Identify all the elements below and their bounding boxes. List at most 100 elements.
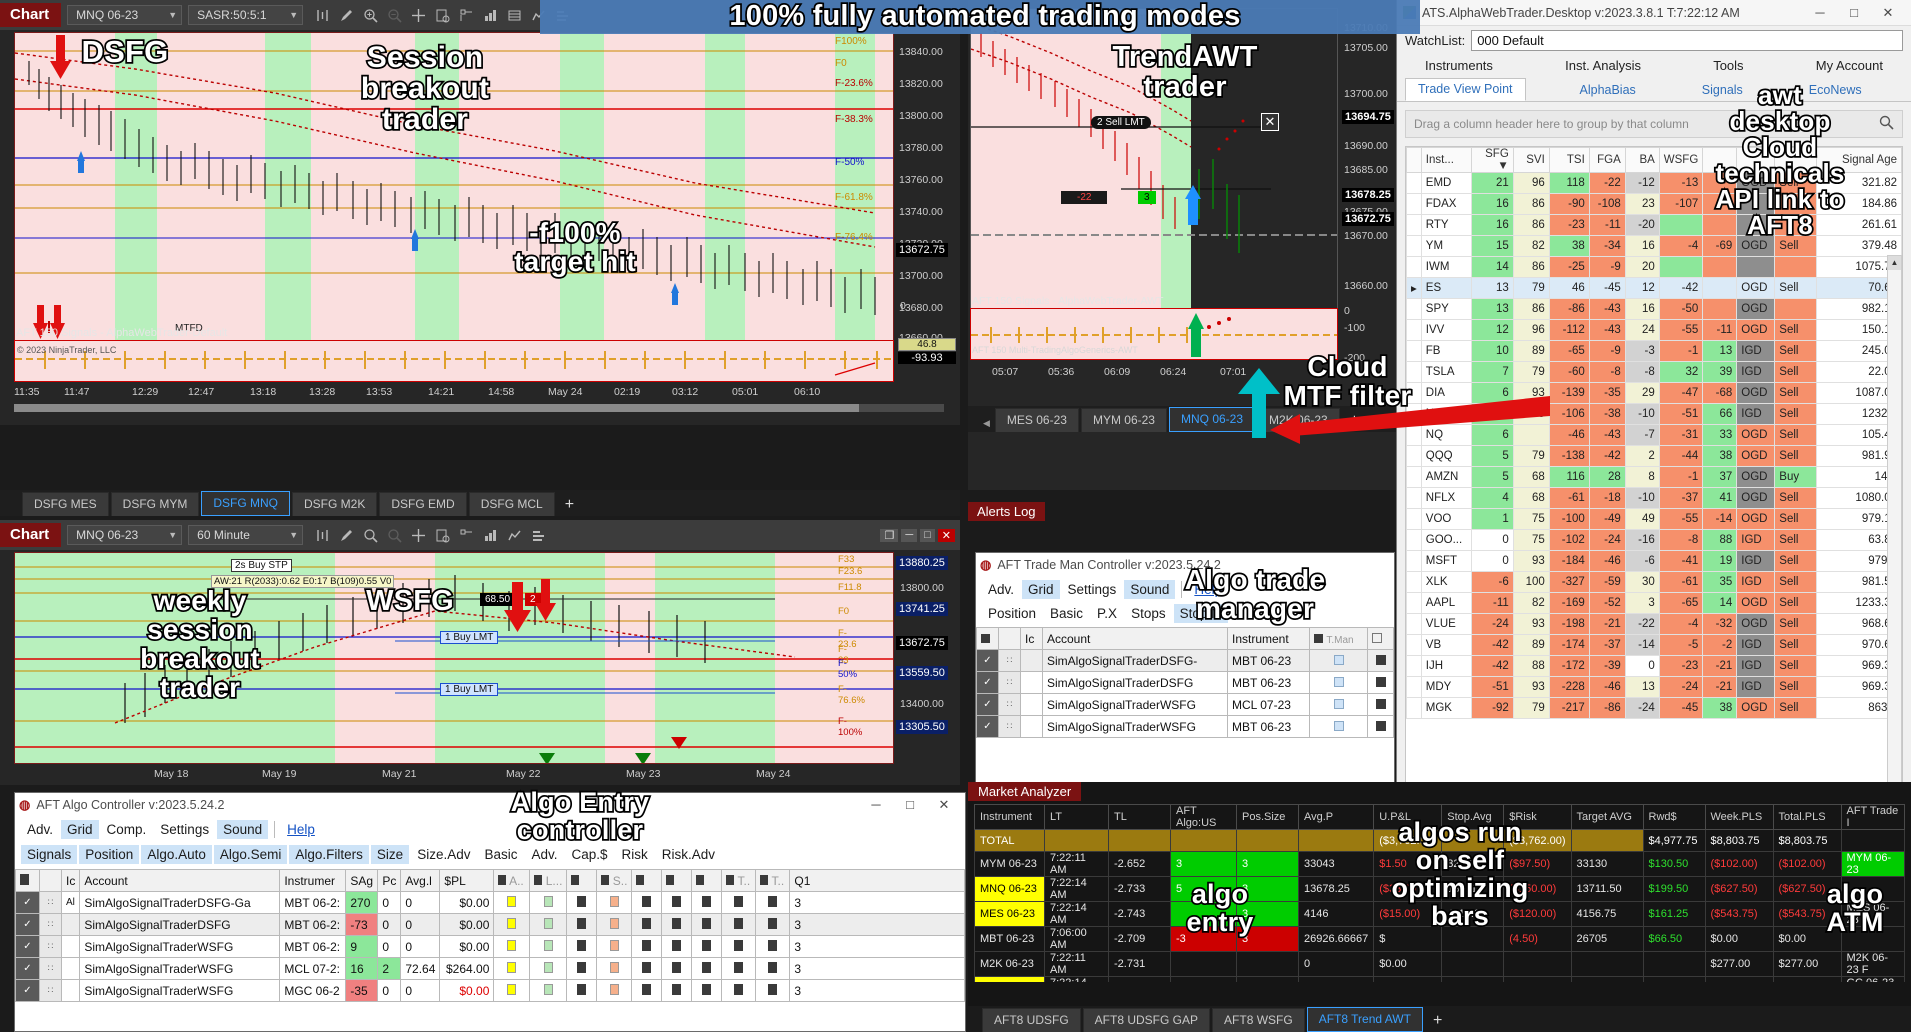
col-c2[interactable] bbox=[631, 869, 663, 892]
col-pc[interactable]: Pc bbox=[377, 869, 402, 892]
menu-stops[interactable]: Stops bbox=[1131, 605, 1166, 621]
table-row[interactable]: AAPL -11 82 -169 -52 3 -65 14 OGD Sell 1233.38 bbox=[1406, 592, 1902, 614]
tab-trade-view-point[interactable]: Trade View Point bbox=[1405, 78, 1526, 101]
cell-c2[interactable] bbox=[631, 935, 663, 958]
col-upl[interactable]: U.P&L bbox=[1373, 804, 1443, 830]
cell-extra[interactable] bbox=[1367, 715, 1394, 738]
cell-extra[interactable] bbox=[1367, 671, 1394, 694]
data-series-icon[interactable] bbox=[315, 528, 330, 543]
tab-mnq-06-23[interactable]: MNQ 06-23 bbox=[1168, 407, 1256, 432]
row-checkbox[interactable]: ✓ bbox=[976, 715, 999, 738]
table-row[interactable]: ✓ ∷ SimAlgoSignalTraderDSFG- MBT 06-23 bbox=[976, 649, 1394, 672]
table-row[interactable]: DIA 6 93 -139 -35 29 -47 -68 OGD Sell 1087.07 bbox=[1406, 382, 1902, 404]
cell-c3[interactable] bbox=[661, 957, 693, 980]
menu-grid[interactable]: Grid bbox=[1022, 579, 1060, 599]
row-drag-handle[interactable]: ∷ bbox=[998, 649, 1021, 672]
bar-chart-icon[interactable] bbox=[483, 8, 498, 23]
table-row[interactable]: TSLA 7 79 -60 -8 -8 32 39 IGD Sell 22.05 bbox=[1406, 361, 1902, 383]
tab-dsfg-mes[interactable]: DSFG MES bbox=[22, 492, 109, 516]
row-checkbox[interactable]: ✓ bbox=[15, 979, 40, 1002]
row-checkbox[interactable]: ✓ bbox=[15, 935, 40, 958]
tab-mym-06-23[interactable]: MYM 06-23 bbox=[1080, 408, 1167, 432]
table-row[interactable]: NQ 6 -46 -43 -7 -31 33 OGD Sell 105.49 bbox=[1406, 424, 1902, 446]
cell-t1[interactable] bbox=[721, 913, 757, 936]
col-tsi[interactable]: TSI bbox=[1548, 147, 1590, 173]
scroll-up-arrow[interactable]: ▲ bbox=[1888, 256, 1901, 270]
maximize-icon[interactable]: □ bbox=[906, 797, 914, 812]
col-ba[interactable]: BA bbox=[1624, 147, 1660, 173]
table-row[interactable]: MBT 06-23 7:06:00 AM -2.709 -3 3 26926.66667 $… bbox=[974, 926, 1905, 952]
order-flow-icon[interactable] bbox=[459, 528, 474, 543]
menu-cap[interactable]: Cap.$ bbox=[571, 846, 608, 862]
cell-extra[interactable] bbox=[1367, 649, 1394, 672]
col-tl[interactable]: TL bbox=[1108, 804, 1171, 830]
chart1-plot[interactable]: MTFD bbox=[14, 32, 894, 362]
table-row[interactable]: IWM 14 86 -25 -9 20 1075.76 bbox=[1406, 256, 1902, 278]
cell-c4[interactable] bbox=[691, 913, 723, 936]
minimize-icon[interactable]: ─ bbox=[871, 797, 881, 812]
crosshair-icon[interactable] bbox=[411, 8, 426, 23]
cell-c1[interactable] bbox=[566, 913, 598, 936]
cell-t2[interactable] bbox=[755, 891, 791, 914]
col-aft-trade[interactable]: AFT Trade I bbox=[1840, 804, 1905, 830]
table-row[interactable]: ✓ ∷ SimAlgoSignalTraderWSFG MCL 07-23 bbox=[976, 693, 1394, 716]
col-c1[interactable] bbox=[566, 869, 598, 892]
data-series-icon[interactable] bbox=[315, 8, 330, 23]
col-pl[interactable]: $PL bbox=[439, 869, 495, 892]
tab-dsfg-m2k[interactable]: DSFG M2K bbox=[292, 492, 378, 516]
col-target-avg[interactable]: Target AVG bbox=[1570, 804, 1644, 830]
cell-s[interactable] bbox=[596, 913, 633, 936]
table-row[interactable]: MYM 06-23 7:22:11 AM -2.652 3 3 33043 $1.50 322… bbox=[974, 851, 1905, 877]
tab-signals[interactable]: Signals bbox=[1701, 83, 1743, 97]
row-checkbox[interactable]: ✓ bbox=[976, 693, 999, 716]
tab-alphabias[interactable]: AlphaBias bbox=[1579, 83, 1636, 97]
chart1-instrument-select[interactable]: MNQ 06-23 ▼ bbox=[67, 5, 183, 25]
cell-c3[interactable] bbox=[661, 935, 693, 958]
col-avg[interactable]: Avg.l bbox=[400, 869, 441, 892]
watchlist-select[interactable] bbox=[1471, 29, 1903, 51]
col-drag[interactable] bbox=[39, 869, 62, 892]
cell-c1[interactable] bbox=[566, 979, 598, 1002]
market-analyzer-title[interactable]: Market Analyzer bbox=[968, 782, 1082, 801]
table-row[interactable]: MES 06-23 7:22:14 AM -2.743 3 4146 ($15.00) 41… bbox=[974, 901, 1905, 927]
table-row[interactable]: FB 10 89 -65 -9 -3 -1 13 IGD Sell 245.07 bbox=[1406, 340, 1902, 362]
table-row[interactable]: QQQ 5 79 -138 -42 2 -44 38 OGD Sell 981.96 bbox=[1406, 445, 1902, 467]
indicators-icon[interactable] bbox=[507, 528, 522, 543]
cell-tman[interactable] bbox=[1309, 715, 1368, 738]
table-row[interactable]: IVV 12 96 -112 -43 24 -55 -11 OGD Sell 150.17 bbox=[1406, 319, 1902, 341]
menu-size-adv[interactable]: Size.Adv bbox=[417, 846, 471, 862]
zoom-out-icon[interactable] bbox=[387, 528, 402, 543]
row-checkbox[interactable]: ✓ bbox=[15, 913, 40, 936]
col-a[interactable]: A.. bbox=[493, 869, 531, 892]
col-c3[interactable] bbox=[661, 869, 693, 892]
minimize-icon[interactable]: ─ bbox=[1815, 4, 1825, 20]
col-ogd[interactable] bbox=[1736, 147, 1776, 173]
row-drag-handle[interactable]: ∷ bbox=[998, 693, 1021, 716]
table-row[interactable]: AMZN 5 68 116 28 8 -1 37 OGD Buy 14.5 bbox=[1406, 466, 1902, 488]
cell-t2[interactable] bbox=[755, 957, 791, 980]
menu-risk[interactable]: Risk bbox=[621, 846, 648, 862]
row-drag-handle[interactable]: ∷ bbox=[998, 671, 1021, 694]
table-row[interactable]: FDAX 16 86 -90 -108 23 -107 184.86 bbox=[1406, 193, 1902, 215]
cell-tman[interactable] bbox=[1309, 671, 1368, 694]
table-row[interactable]: NFLX 4 68 -61 -18 -10 -37 41 OGD Sell 1080.05 bbox=[1406, 487, 1902, 509]
cell-c2[interactable] bbox=[631, 913, 663, 936]
menu-stop-m[interactable]: Stop M bbox=[1173, 603, 1229, 623]
cell-t1[interactable] bbox=[721, 979, 757, 1002]
menu-sound[interactable]: Sound bbox=[1124, 579, 1176, 599]
cell-l[interactable] bbox=[529, 913, 568, 936]
col-s[interactable]: S.. bbox=[596, 869, 633, 892]
row-drag-handle[interactable]: ∷ bbox=[998, 715, 1021, 738]
strategies-icon[interactable] bbox=[531, 528, 546, 543]
table-row[interactable]: MDY -51 93 -228 -46 13 -24 -21 IGD Sell 969.37 bbox=[1406, 676, 1902, 698]
col-fga[interactable]: FGA bbox=[1588, 147, 1626, 173]
col-lt[interactable]: LT bbox=[1044, 804, 1109, 830]
alerts-log-label[interactable]: Alerts Log bbox=[968, 502, 1045, 521]
cell-extra[interactable] bbox=[1367, 693, 1394, 716]
cell-a[interactable] bbox=[493, 957, 531, 980]
row-drag-handle[interactable]: ∷ bbox=[39, 913, 62, 936]
tab-aft8-udsfg[interactable]: AFT8 UDSFG bbox=[982, 1008, 1081, 1032]
col-ic[interactable]: Ic bbox=[1020, 627, 1043, 650]
cell-s[interactable] bbox=[596, 979, 633, 1002]
watchlist-grid[interactable]: Inst... SFG ▼ SVI TSI FGA BA WSFG Signal… bbox=[1405, 146, 1903, 789]
